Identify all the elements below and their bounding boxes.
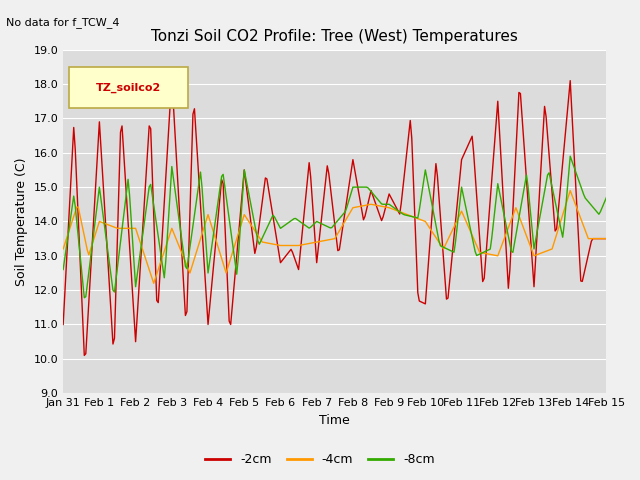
Text: TZ_soilco2: TZ_soilco2	[96, 83, 161, 93]
Text: No data for f_TCW_4: No data for f_TCW_4	[6, 17, 120, 28]
X-axis label: Time: Time	[319, 414, 350, 427]
FancyBboxPatch shape	[68, 67, 188, 108]
Title: Tonzi Soil CO2 Profile: Tree (West) Temperatures: Tonzi Soil CO2 Profile: Tree (West) Temp…	[152, 29, 518, 44]
Y-axis label: Soil Temperature (C): Soil Temperature (C)	[15, 157, 28, 286]
Legend: -2cm, -4cm, -8cm: -2cm, -4cm, -8cm	[200, 448, 440, 471]
